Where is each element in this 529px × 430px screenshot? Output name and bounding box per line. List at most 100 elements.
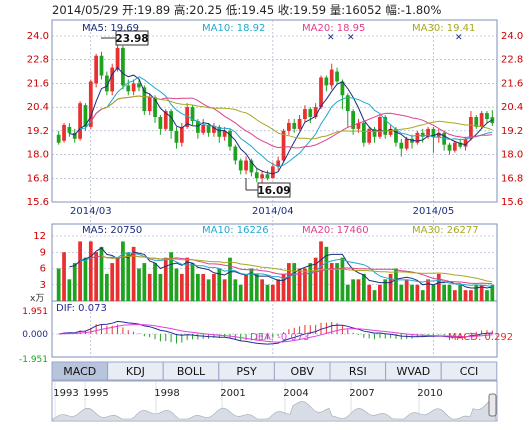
- volume-bar: [270, 284, 275, 301]
- price-ytick-right: 19.2: [501, 126, 523, 137]
- tab-psy[interactable]: PSY: [218, 361, 275, 381]
- tab-macd[interactable]: MACD: [51, 361, 109, 381]
- volume-bar: [126, 252, 131, 301]
- volume-bar: [313, 257, 318, 301]
- volume-bar: [436, 273, 441, 301]
- candle-body: [131, 83, 136, 92]
- tab-label[interactable]: BOLL: [177, 365, 206, 378]
- candle-body: [313, 107, 318, 118]
- volume-bar: [303, 268, 307, 301]
- volume-bar: [281, 273, 286, 301]
- candle-body: [83, 105, 88, 127]
- vol-legend-ma5: MA5: 20750: [82, 225, 142, 236]
- tab-label[interactable]: MACD: [63, 365, 96, 378]
- macd-value-label: MACD: 0.292: [448, 332, 513, 343]
- volume-bar: [249, 268, 254, 301]
- timeline-year-label: 1998: [154, 388, 179, 399]
- macd-ytick-zero: 0.000: [22, 330, 48, 340]
- candle-body: [142, 87, 147, 112]
- marker-2: ✕: [347, 33, 355, 43]
- tab-wvad[interactable]: WVAD: [385, 361, 442, 381]
- candle-body: [163, 111, 168, 129]
- candle-body: [458, 142, 463, 147]
- candle-body: [137, 83, 141, 88]
- price-ytick-right: 20.4: [501, 102, 523, 113]
- macd-dif-label: DIF: 0.073: [56, 303, 107, 314]
- volume-bar: [388, 273, 393, 301]
- volume-bar: [474, 284, 479, 301]
- candle-body: [361, 122, 366, 143]
- candle-body: [447, 144, 452, 151]
- candle-body: [319, 77, 323, 108]
- candle-body: [153, 97, 157, 118]
- volume-bar: [442, 284, 447, 301]
- tab-background[interactable]: [440, 361, 498, 381]
- price-legend-ma10: MA10: 18.92: [202, 23, 265, 34]
- candle-body: [485, 113, 489, 119]
- candle-body: [147, 97, 152, 112]
- candle-body: [463, 138, 468, 147]
- price-ytick-left: 15.6: [27, 197, 49, 208]
- candle-body: [308, 109, 313, 118]
- tab-kdj[interactable]: KDJ: [107, 361, 164, 381]
- price-ytick-left: 19.2: [27, 126, 49, 137]
- price-ytick-left: 20.4: [27, 102, 49, 113]
- macd-dea-label: DEA: -0.073: [250, 332, 309, 343]
- candle-body: [287, 122, 291, 131]
- candle-body: [260, 174, 264, 179]
- tab-boll[interactable]: BOLL: [162, 361, 220, 381]
- tab-cci[interactable]: CCI: [440, 361, 498, 381]
- volume-bar: [72, 263, 77, 301]
- volume-bar: [458, 284, 463, 301]
- timeline-year-label: 2010: [417, 388, 442, 399]
- volume-bar: [190, 263, 195, 301]
- candle-body: [254, 172, 259, 179]
- volume-bar: [254, 273, 259, 301]
- volume-bar: [94, 252, 99, 301]
- tab-label[interactable]: CCI: [460, 365, 479, 378]
- candle-body: [158, 117, 163, 129]
- candle-body: [206, 124, 211, 133]
- volume-bar: [179, 273, 184, 301]
- vol-legend-ma30: MA30: 26277: [412, 225, 479, 236]
- volume-bar: [104, 273, 109, 301]
- volume-bar: [142, 263, 147, 301]
- volume-bar: [345, 284, 350, 301]
- candle-body: [297, 119, 302, 129]
- candle-body: [399, 142, 404, 149]
- volume-bar: [431, 284, 436, 301]
- price-ma30-line: [101, 95, 493, 140]
- tab-rsi[interactable]: RSI: [329, 361, 387, 381]
- volume-ytick: 3: [40, 280, 46, 291]
- candle-body: [479, 113, 484, 127]
- tab-label[interactable]: RSI: [349, 365, 367, 378]
- candle-body: [340, 81, 345, 96]
- macd-ytick-top: 1.951: [22, 307, 48, 317]
- tab-label[interactable]: PSY: [236, 365, 257, 378]
- candle-body: [233, 146, 238, 161]
- tab-label[interactable]: OBV: [290, 365, 314, 378]
- volume-bar: [153, 263, 157, 301]
- tab-label[interactable]: WVAD: [397, 365, 431, 378]
- candle-body: [249, 160, 254, 173]
- price-ytick-left: 24.0: [27, 31, 49, 42]
- candle-body: [222, 130, 227, 137]
- vol-legend-ma10: MA10: 16226: [202, 225, 269, 236]
- candle-body: [201, 124, 206, 133]
- volume-bar: [99, 246, 104, 301]
- tab-label[interactable]: KDJ: [126, 365, 145, 378]
- candle-body: [378, 117, 382, 137]
- volume-bar: [115, 257, 120, 301]
- candle-body: [104, 75, 109, 92]
- tab-obv[interactable]: OBV: [273, 361, 331, 381]
- candle-body: [351, 111, 356, 129]
- volume-bar: [394, 268, 398, 301]
- candle-body: [372, 128, 377, 137]
- candle-body: [121, 47, 125, 86]
- candle-body: [94, 55, 99, 84]
- candle-body: [469, 117, 473, 139]
- candle-body: [388, 128, 393, 135]
- timeline-handle[interactable]: [488, 393, 497, 417]
- candle-body: [270, 166, 275, 179]
- timeline-year-label: 1993: [53, 388, 78, 399]
